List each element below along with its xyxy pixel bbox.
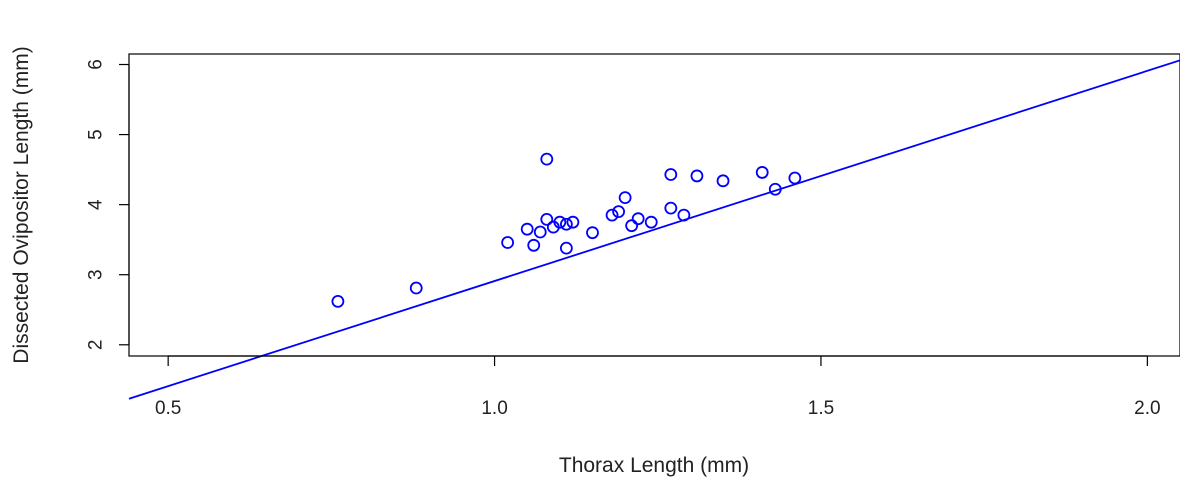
data-point xyxy=(716,174,730,188)
data-point xyxy=(664,201,678,215)
data-point xyxy=(644,215,658,229)
regression-line-layer xyxy=(128,59,1180,400)
plot-area-frame xyxy=(128,53,1180,357)
data-point xyxy=(559,241,573,255)
data-point xyxy=(664,168,678,181)
y-tick-label: 6 xyxy=(86,59,107,70)
x-axis-label: Thorax Length (mm) xyxy=(559,454,749,477)
regression-line xyxy=(128,59,1180,400)
data-point xyxy=(540,152,554,166)
y-tick-label: 2 xyxy=(86,339,107,350)
data-point xyxy=(768,182,782,196)
data-point xyxy=(553,215,567,229)
data-point xyxy=(540,212,554,226)
data-point xyxy=(788,171,802,185)
data-point xyxy=(566,215,580,229)
data-point xyxy=(501,236,515,249)
x-tick-label: 2.0 xyxy=(1134,398,1160,419)
x-tick-label: 0.5 xyxy=(155,398,181,419)
data-point xyxy=(618,191,632,205)
data-point xyxy=(331,294,345,308)
data-point xyxy=(559,217,573,231)
data-point xyxy=(533,225,547,239)
data-point xyxy=(612,205,625,219)
data-point xyxy=(527,238,541,252)
x-tick-label: 1.0 xyxy=(481,398,507,419)
y-tick-label: 5 xyxy=(86,129,107,140)
data-point xyxy=(605,208,619,222)
y-tick-label: 4 xyxy=(86,199,107,210)
data-point xyxy=(690,169,704,183)
data-points-layer xyxy=(331,152,802,308)
x-tick-label: 1.5 xyxy=(808,398,834,419)
data-point xyxy=(586,226,599,240)
data-point xyxy=(631,212,645,226)
data-point xyxy=(409,281,423,295)
y-axis-label: Dissected Ovipositor Length (mm) xyxy=(10,46,33,363)
y-axis: 2 3 4 5 6 xyxy=(86,59,130,350)
data-point xyxy=(755,166,769,179)
data-point xyxy=(677,208,691,222)
data-point xyxy=(520,222,534,236)
data-point xyxy=(625,219,639,233)
x-axis: 0.5 1.0 1.5 2.0 xyxy=(155,355,1161,419)
y-tick-label: 3 xyxy=(86,269,107,280)
